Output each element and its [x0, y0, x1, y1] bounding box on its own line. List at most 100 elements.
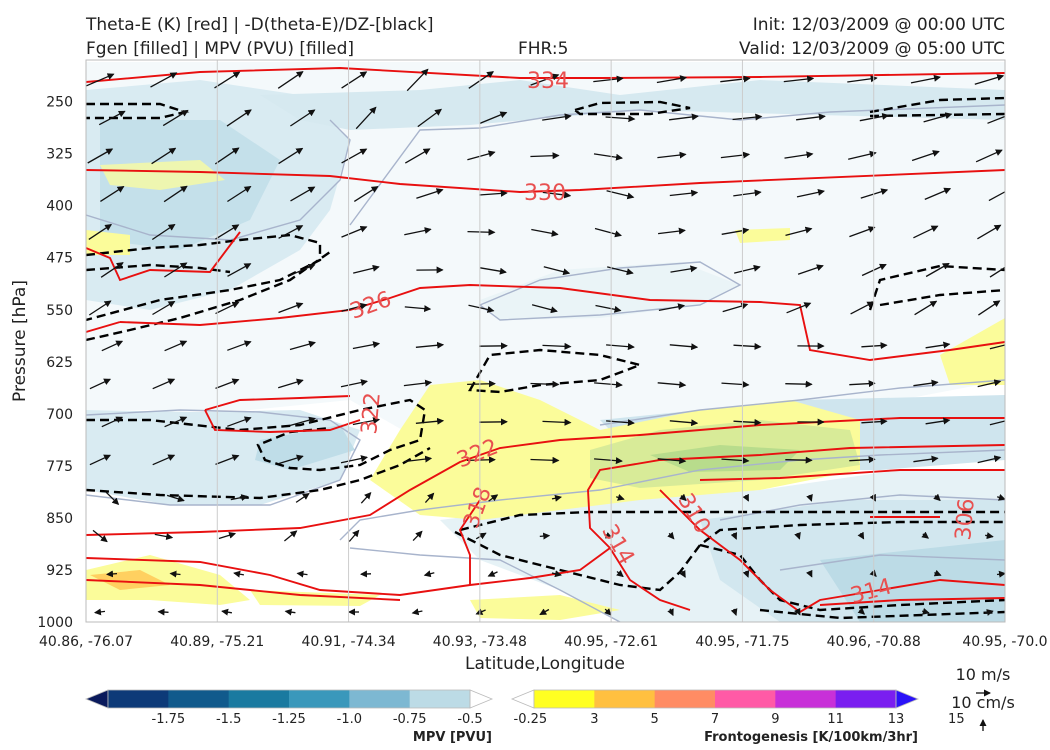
colorbar-segment — [108, 690, 169, 708]
wind-vector — [163, 185, 188, 203]
wind-vector — [794, 607, 801, 616]
wind-vector — [921, 531, 929, 539]
wind-vector — [785, 226, 813, 237]
wind-vector — [479, 111, 508, 125]
wind-vector — [785, 380, 813, 388]
wind-vector — [910, 74, 941, 84]
wind-vector — [551, 570, 562, 578]
wind-vector — [669, 343, 699, 351]
wind-vector — [164, 416, 188, 428]
wind-vector — [849, 380, 876, 388]
wind-vector — [221, 608, 233, 616]
wind-vector — [604, 532, 613, 539]
colorbar-segment — [654, 690, 716, 708]
wind-vector — [100, 262, 124, 278]
plot-area: 334 330 326 322 322 318 314 310 314 306 — [86, 60, 1005, 622]
y-tick-label: 250 — [46, 95, 73, 111]
mpv-contour — [339, 449, 1005, 541]
wind-vector — [341, 225, 368, 238]
theta-e-contour — [204, 409, 361, 433]
title-line-1: Theta-E (K) [red] | -D(theta-E)/DZ-[blac… — [85, 15, 434, 35]
wind-vector — [593, 153, 623, 161]
wind-vector — [89, 454, 112, 466]
x-tick-label: 40.95, -72.61 — [564, 634, 658, 650]
wind-vector — [977, 455, 1002, 464]
dthetae-contour — [86, 398, 427, 472]
wind-vector — [162, 109, 189, 127]
x-tick-label: 40.86, -76.07 — [39, 634, 133, 650]
dthetae-contour — [86, 233, 322, 322]
wind-vector — [468, 71, 495, 89]
wind-vector — [595, 304, 622, 313]
wind-vector — [475, 608, 486, 615]
y-tick-label: 325 — [46, 147, 73, 163]
colorbar-frame — [533, 689, 897, 709]
mpv-colorbar-tick: -1.75 — [152, 712, 186, 727]
wind-vector — [847, 75, 878, 83]
fgen-colorbar-tick: 3 — [590, 712, 598, 727]
wind-vector — [594, 227, 622, 238]
wind-vector — [164, 340, 188, 352]
wind-vector — [403, 379, 433, 387]
wind-vector — [848, 150, 877, 160]
wind-vector — [157, 608, 169, 616]
wind-vector — [794, 531, 801, 540]
fgen-colorbar-tick: 9 — [771, 712, 779, 727]
wind-vector — [92, 529, 108, 543]
wind-vector — [101, 416, 124, 428]
x-tick-label: 40.96, -70.88 — [827, 634, 921, 650]
wind-vector — [539, 608, 550, 616]
theta-e-contour — [86, 444, 1005, 596]
wind-vector — [914, 300, 938, 316]
wind-vector — [467, 228, 496, 236]
wind-vector — [911, 150, 940, 162]
wind-vector — [933, 569, 942, 577]
wind-vector — [424, 492, 435, 504]
wind-vector — [806, 569, 813, 578]
dthetae-contour — [699, 543, 1005, 612]
wind-vector — [985, 609, 994, 616]
theta-e-contour — [204, 395, 351, 411]
wind-vector — [542, 418, 572, 426]
wind-vector — [542, 113, 572, 121]
wind-vector — [742, 493, 749, 502]
theta-e-contour — [609, 547, 691, 611]
valid-time: Valid: 12/03/2009 @ 05:00 UTC — [739, 39, 1005, 59]
wind-vector — [340, 379, 368, 388]
wind-vector — [404, 148, 431, 164]
wind-vector — [539, 532, 551, 540]
wind-vector — [151, 223, 176, 241]
wind-vector — [797, 264, 824, 275]
wind-vector — [290, 186, 316, 202]
wind-vector — [283, 530, 298, 542]
wind-vector — [786, 302, 812, 314]
wind-vector — [227, 263, 252, 277]
ref-vector-vertical-label: 10 cm/s — [951, 693, 1015, 712]
wind-vector — [594, 381, 623, 389]
wind-vector — [296, 570, 308, 578]
x-tick-label: 40.95, -70.0 — [962, 634, 1047, 650]
wind-vector — [922, 607, 930, 615]
fgen-colorbar-tick: 15 — [948, 712, 965, 727]
wind-vector — [925, 262, 950, 278]
wind-vector — [284, 608, 296, 616]
wind-vector — [88, 224, 113, 240]
dthetae-contour — [869, 96, 1005, 114]
mpv-colorbar-tick: -1.5 — [216, 712, 241, 727]
wind-vector — [977, 224, 1002, 240]
y-axis-label: Pressure [hPa] — [10, 280, 30, 402]
theta-e-label: 334 — [527, 69, 569, 94]
wind-vector — [733, 418, 762, 426]
wind-vector — [278, 225, 304, 239]
wind-vector — [226, 109, 252, 127]
wind-vector — [978, 300, 1001, 316]
dthetae-contour — [459, 510, 1005, 532]
y-tick-label: 850 — [46, 511, 73, 527]
mpv-colorbar-tick: -0.5 — [457, 712, 482, 727]
gridlines — [216, 60, 875, 622]
wind-vector — [531, 228, 559, 237]
fgen-colorbar-tick: 5 — [651, 712, 659, 727]
wind-vector — [996, 570, 1005, 578]
mpv-contour — [86, 119, 351, 241]
